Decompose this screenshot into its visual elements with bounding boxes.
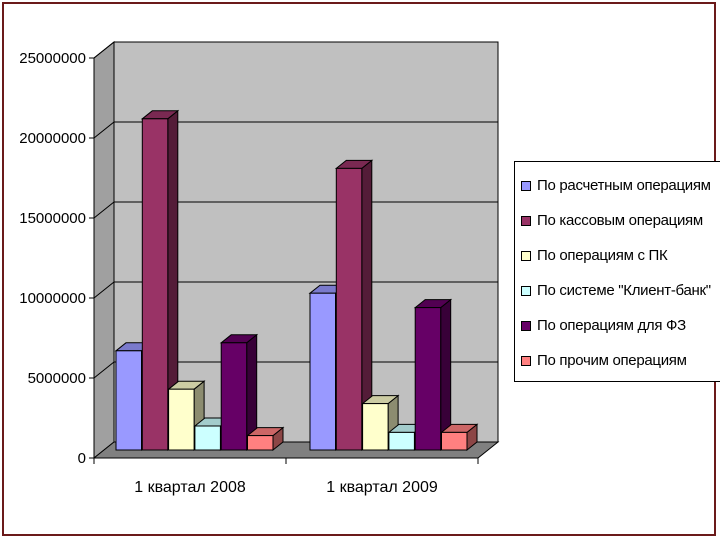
legend-item: По прочим операциям — [521, 343, 718, 378]
bar — [413, 298, 453, 452]
legend-swatch — [521, 180, 531, 191]
chart-legend: По расчетным операциям По кассовым операц… — [514, 161, 720, 382]
bar-chart: 0 5000000 10000000 15000000 20000000 25000000… — [19, 40, 500, 496]
y-tick-label: 15000000 — [19, 210, 86, 227]
bar — [140, 109, 180, 452]
bar-front — [309, 292, 336, 451]
bar-front — [194, 425, 221, 451]
bar-front — [414, 307, 442, 451]
bar — [334, 159, 374, 452]
bar-front — [168, 388, 195, 451]
legend-swatch — [521, 320, 531, 331]
gridline — [93, 41, 498, 59]
legend-item: По операциям с ПК — [521, 238, 718, 273]
gridline — [93, 121, 498, 139]
legend-item: По расчетным операциям — [521, 168, 718, 203]
x-category-label: 1 квартал 2008 — [134, 479, 246, 496]
bar-front — [362, 403, 389, 451]
bar — [440, 423, 479, 452]
y-tick-label: 0 — [78, 450, 86, 467]
legend-swatch — [521, 215, 531, 226]
bar — [361, 394, 400, 452]
legend-swatch — [521, 285, 531, 296]
legend-item: По кассовым операциям — [521, 203, 718, 238]
legend-label: По расчетным операциям — [537, 177, 711, 194]
y-tick-label: 20000000 — [19, 130, 86, 147]
y-tick-label: 10000000 — [19, 290, 86, 307]
bar-front — [141, 118, 169, 451]
legend-label: По кассовым операциям — [537, 212, 703, 229]
bar-front — [335, 167, 363, 451]
bar-front — [220, 342, 248, 451]
y-tick-label: 25000000 — [19, 50, 86, 67]
legend-swatch — [521, 355, 531, 366]
legend-swatch — [521, 250, 531, 261]
bar — [219, 333, 259, 452]
bar-front — [247, 435, 274, 451]
legend-label: По операциям для ФЗ — [537, 317, 686, 334]
y-tick-label: 5000000 — [28, 370, 86, 387]
bar — [246, 426, 285, 452]
legend-label: По операциям с ПК — [537, 247, 668, 264]
chart-side-wall — [93, 40, 115, 460]
bar-front — [388, 431, 415, 451]
legend-item: По операциям для ФЗ — [521, 308, 718, 343]
bar-front — [441, 431, 468, 451]
x-category-label: 1 квартал 2009 — [326, 479, 438, 496]
legend-label: По прочим операциям — [537, 352, 687, 369]
legend-item: По системе "Клиент-банк" — [521, 273, 718, 308]
legend-label: По системе "Клиент-банк" — [537, 282, 711, 299]
bar-front — [115, 350, 142, 451]
